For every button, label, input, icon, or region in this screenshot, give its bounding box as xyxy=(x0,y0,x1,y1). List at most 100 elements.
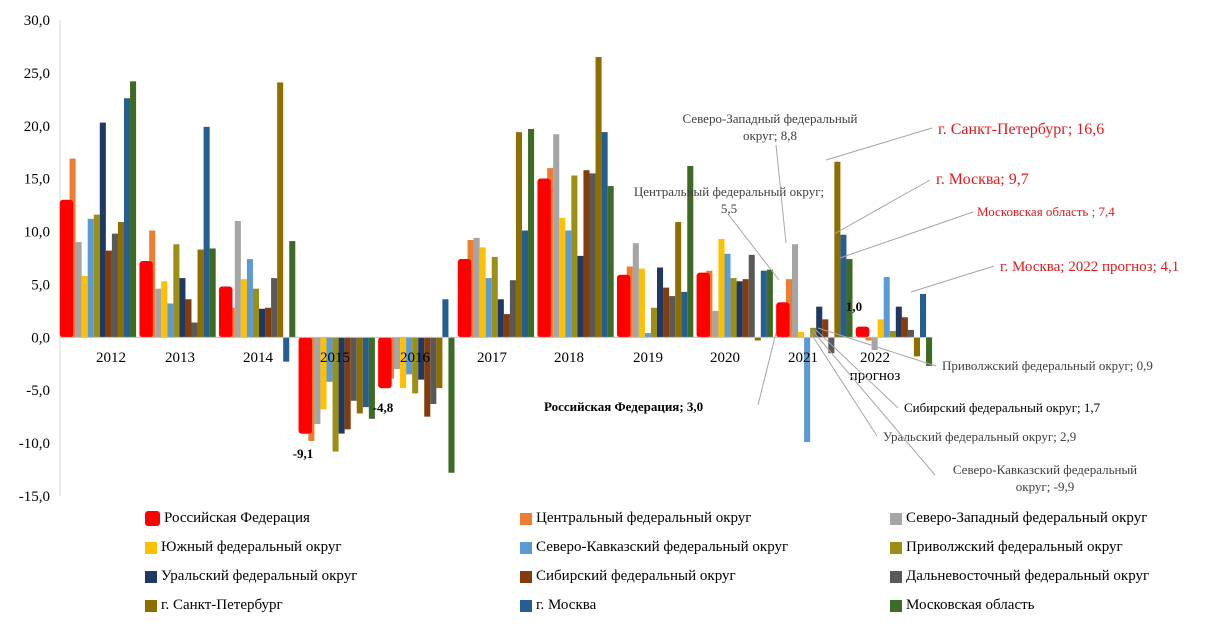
legend-label: Центральный федеральный округ xyxy=(536,510,752,526)
bar-2-7 xyxy=(632,243,639,338)
annotation-label: Северо-Западный федеральный округ; 8,8 xyxy=(683,111,858,143)
annotation-label: Уральский федеральный округ; 2,9 xyxy=(883,429,1076,444)
bar-6-2 xyxy=(259,308,266,338)
bar-4-10 xyxy=(883,277,890,338)
legend-swatch xyxy=(520,599,532,612)
bar-4-7 xyxy=(644,333,651,338)
y-tick-label: 0,0 xyxy=(31,330,50,346)
bar-7-7 xyxy=(663,287,670,338)
legend-item: Российская Федерация xyxy=(145,510,310,527)
data-label: 1,0 xyxy=(846,299,862,314)
data-label: -9,1 xyxy=(293,446,314,461)
bar-2-0 xyxy=(75,242,82,338)
bar-11-3 xyxy=(368,337,375,419)
bar-2-2 xyxy=(234,220,241,338)
legend-label: г. Москва xyxy=(536,597,597,613)
bar-rf-1 xyxy=(139,261,153,338)
annotation-label: г. Москва; 2022 прогноз; 4,1 xyxy=(1000,259,1179,275)
bar-7-2 xyxy=(265,307,272,338)
bar-5-10 xyxy=(889,330,896,338)
bar-9-6 xyxy=(595,57,602,338)
bar-10-2 xyxy=(283,337,290,362)
bar-7-3 xyxy=(344,337,351,430)
bar-7-5 xyxy=(503,314,510,338)
bar-11-4 xyxy=(448,337,455,473)
bar-rf-5 xyxy=(457,259,472,338)
bar-6-1 xyxy=(179,278,186,338)
bar-rf-0 xyxy=(59,199,74,338)
bar-2-9 xyxy=(792,244,799,338)
annotation-leader xyxy=(833,179,931,235)
x-tick-label: 2012 xyxy=(96,350,126,366)
annotation-label: г. Москва; 9,7 xyxy=(936,171,1029,188)
bar-2-6 xyxy=(553,134,560,338)
legend-item: Южный федеральный округ xyxy=(145,539,342,556)
bar-6-4 xyxy=(418,337,425,380)
bar-6-8 xyxy=(736,281,743,338)
x-tick-label: 2016 xyxy=(400,350,431,366)
bar-6-6 xyxy=(577,255,584,338)
bar-4-6 xyxy=(565,230,572,338)
bar-10-0 xyxy=(124,98,131,338)
y-tick-label: 30,0 xyxy=(24,13,50,29)
bar-8-10 xyxy=(907,329,914,338)
bar-10-7 xyxy=(681,291,688,338)
bar-7-6 xyxy=(583,170,590,338)
bar-9-9 xyxy=(834,161,841,338)
bar-5-2 xyxy=(252,288,259,338)
bar-4-5 xyxy=(485,278,492,338)
bar-3-3 xyxy=(320,337,327,410)
bar-6-7 xyxy=(657,267,664,338)
legend-swatch xyxy=(520,570,532,583)
bar-9-5 xyxy=(515,132,522,338)
bar-6-9 xyxy=(816,306,823,338)
x-tick-label: 2013 xyxy=(165,350,195,366)
bar-9-2 xyxy=(277,82,284,338)
y-tick-label: 10,0 xyxy=(24,225,50,241)
annotation-label: Московская область ; 7,4 xyxy=(977,204,1115,219)
legend-item: г. Санкт-Петербург xyxy=(145,597,283,614)
bar-9-1 xyxy=(197,249,204,338)
bar-8-4 xyxy=(430,337,437,404)
annotation-leader xyxy=(825,127,933,161)
bar-7-0 xyxy=(105,250,112,338)
data-label: -4,8 xyxy=(373,400,394,415)
y-tick-label: -10,0 xyxy=(19,436,50,452)
annotation-leader xyxy=(727,213,780,281)
legend-item: Уральский федеральный округ xyxy=(145,568,357,585)
legend-label: г. Санкт-Петербург xyxy=(161,597,283,613)
annotation-label: Сибирский федеральный округ; 1,7 xyxy=(904,400,1101,415)
legend-swatch xyxy=(890,512,902,525)
bar-10-6 xyxy=(601,132,608,338)
bar-10-1 xyxy=(203,126,210,338)
x-tick-label: 2015 xyxy=(320,350,350,366)
bar-10-9 xyxy=(840,234,847,338)
legend-item: Центральный федеральный округ xyxy=(520,510,751,527)
bar-7-9 xyxy=(822,319,829,338)
annotation-leader xyxy=(839,211,974,259)
bar-8-1 xyxy=(191,322,198,338)
bar-11-2 xyxy=(289,241,296,338)
annotation-leader xyxy=(910,265,995,293)
bar-2-10 xyxy=(871,337,878,351)
legend-swatch xyxy=(145,599,157,612)
bar-11-0 xyxy=(130,81,137,338)
legend-swatch xyxy=(145,511,160,526)
bar-4-3 xyxy=(326,337,333,382)
bar-8-3 xyxy=(350,337,357,401)
y-tick-label: 5,0 xyxy=(31,277,50,293)
legend-label: Российская Федерация xyxy=(164,510,310,526)
bar-6-0 xyxy=(99,122,106,338)
bar-8-7 xyxy=(669,296,676,338)
bar-5-3 xyxy=(332,337,339,452)
bar-3-6 xyxy=(559,217,566,338)
bar-3-2 xyxy=(240,279,247,338)
bar-6-3 xyxy=(338,337,345,434)
bar-3-8 xyxy=(718,238,725,338)
y-tick-label: -15,0 xyxy=(19,489,50,505)
bar-6-10 xyxy=(895,306,902,338)
bar-2-8 xyxy=(712,310,719,338)
bar-rf-2 xyxy=(219,286,233,338)
bar-2-4 xyxy=(394,337,401,370)
